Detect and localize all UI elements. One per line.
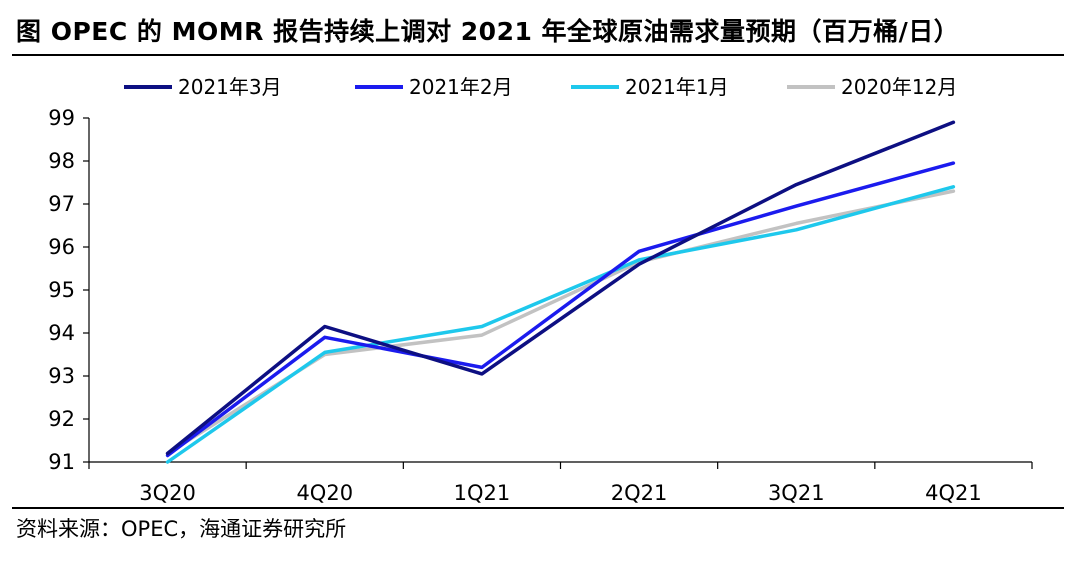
legend: 2021年3月 2021年2月 2021年1月 2020年12月: [124, 75, 957, 99]
source-note: 资料来源：OPEC，海通证券研究所: [16, 517, 347, 541]
legend-label: 2021年2月: [409, 75, 513, 99]
x-tick-label: 3Q21: [768, 481, 825, 505]
source-divider: [12, 507, 1064, 509]
x-tick-label: 4Q21: [925, 481, 982, 505]
y-tick-label: 91: [48, 450, 75, 474]
y-tick-label: 95: [48, 278, 75, 302]
legend-label: 2021年3月: [178, 75, 282, 99]
series-line: [165, 120, 956, 456]
series-line: [165, 189, 956, 456]
axes: 91 92 93 94 95 96 97 98 99 3Q20 4Q20 1Q21 2Q21 3Q21 4Q…: [48, 106, 1033, 505]
y-tick-label: 94: [48, 321, 75, 345]
legend-label: 2021年1月: [625, 75, 729, 99]
title-divider: [12, 54, 1064, 56]
line-chart: 2021年3月 2021年2月 2021年1月 2020年12月 91 92 93 94 95…: [48, 75, 1033, 505]
y-tick-label: 96: [48, 235, 75, 259]
series-line: [165, 161, 956, 458]
x-tick-label: 3Q20: [139, 481, 196, 505]
y-tick-label: 97: [48, 192, 75, 216]
series-lines: [165, 120, 956, 464]
chart-title: 图 OPEC 的 MOMR 报告持续上调对 2021 年全球原油需求量预期（百万…: [16, 17, 960, 46]
x-tick-label: 4Q20: [296, 481, 353, 505]
y-tick-label: 93: [48, 364, 75, 388]
series-line: [165, 185, 956, 464]
x-tick-label: 2Q21: [611, 481, 668, 505]
y-tick-label: 98: [48, 149, 75, 173]
legend-label: 2020年12月: [841, 75, 957, 99]
y-tick-label: 99: [48, 106, 75, 130]
x-tick-label: 1Q21: [454, 481, 511, 505]
y-tick-label: 92: [48, 407, 75, 431]
